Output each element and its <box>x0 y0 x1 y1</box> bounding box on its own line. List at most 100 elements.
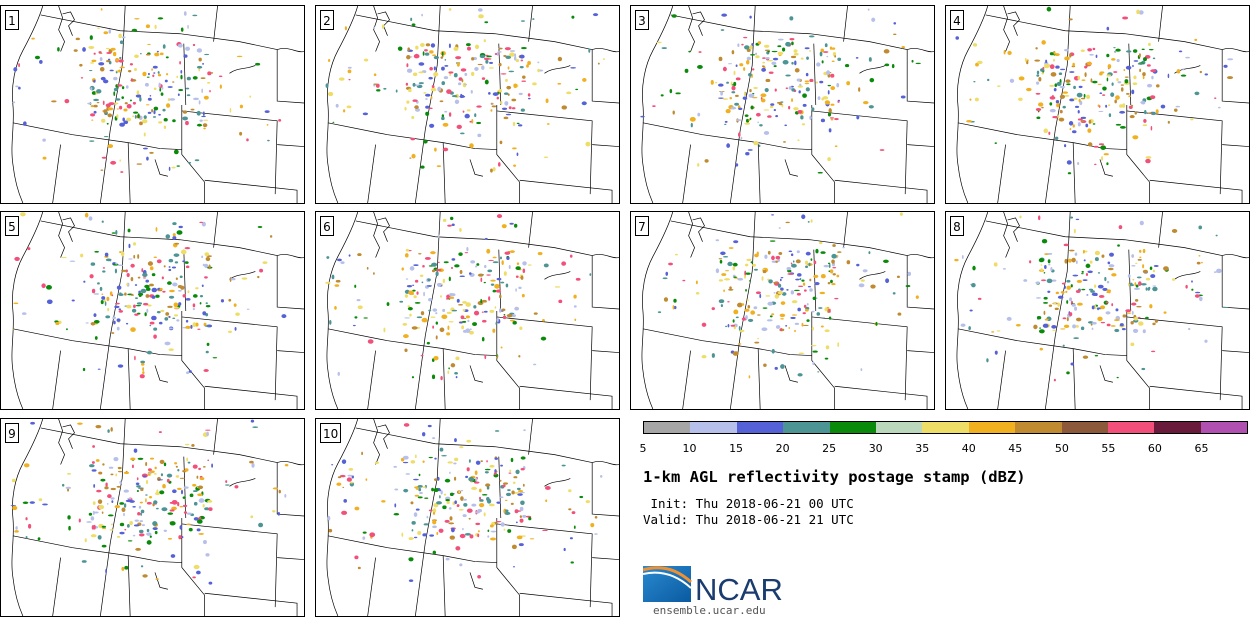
reflectivity-echo <box>1089 53 1094 56</box>
reflectivity-echo <box>1146 83 1153 88</box>
reflectivity-echo <box>142 475 147 478</box>
reflectivity-echo <box>404 294 408 298</box>
reflectivity-echo <box>830 86 836 91</box>
reflectivity-echo <box>78 518 81 523</box>
reflectivity-echo <box>867 8 870 11</box>
reflectivity-echo <box>470 260 476 264</box>
reflectivity-echo <box>804 260 809 265</box>
reflectivity-echo <box>178 535 182 540</box>
reflectivity-echo <box>239 104 244 109</box>
reflectivity-echo <box>790 316 796 320</box>
reflectivity-echo <box>483 39 486 43</box>
reflectivity-echo <box>207 81 211 84</box>
reflectivity-echo <box>459 533 466 539</box>
reflectivity-echo <box>500 73 507 75</box>
reflectivity-echo <box>1074 252 1078 256</box>
reflectivity-echo <box>1191 280 1193 283</box>
reflectivity-echo <box>775 325 781 329</box>
reflectivity-echo <box>805 72 809 77</box>
reflectivity-echo <box>337 371 340 376</box>
reflectivity-echo <box>786 267 792 271</box>
reflectivity-echo <box>1126 50 1132 53</box>
reflectivity-echo <box>437 261 440 264</box>
reflectivity-echo <box>788 327 791 330</box>
reflectivity-echo <box>1065 79 1071 83</box>
reflectivity-echo <box>508 264 511 270</box>
reflectivity-echo <box>482 319 487 323</box>
reflectivity-echo <box>418 473 421 477</box>
reflectivity-echo <box>1148 112 1153 114</box>
reflectivity-echo <box>420 165 425 169</box>
reflectivity-echo <box>462 514 467 518</box>
reflectivity-echo <box>1132 82 1138 85</box>
reflectivity-echo <box>203 127 206 130</box>
reflectivity-echo <box>1054 136 1059 140</box>
reflectivity-echo <box>791 263 797 268</box>
reflectivity-echo <box>512 481 516 484</box>
reflectivity-echo <box>1076 92 1083 98</box>
reflectivity-echo <box>419 491 423 495</box>
reflectivity-echo <box>1137 258 1142 261</box>
reflectivity-echo <box>1049 102 1053 106</box>
reflectivity-echo <box>822 96 829 100</box>
reflectivity-echo <box>1047 259 1051 264</box>
reflectivity-echo <box>178 302 182 306</box>
reflectivity-echo <box>204 276 208 279</box>
reflectivity-echo <box>796 78 801 82</box>
reflectivity-echo <box>186 76 191 81</box>
reflectivity-echo <box>1115 123 1122 126</box>
reflectivity-echo <box>38 498 43 502</box>
reflectivity-echo <box>153 87 157 91</box>
reflectivity-echo <box>468 517 471 520</box>
reflectivity-echo <box>1085 272 1089 276</box>
reflectivity-echo <box>147 261 153 266</box>
reflectivity-echo <box>515 275 519 278</box>
reflectivity-echo <box>673 305 677 310</box>
reflectivity-echo <box>1133 75 1137 80</box>
reflectivity-echo <box>105 103 111 108</box>
reflectivity-echo <box>738 326 741 331</box>
reflectivity-echo <box>507 66 510 70</box>
reflectivity-echo <box>157 73 162 77</box>
reflectivity-echo <box>520 20 526 22</box>
reflectivity-echo <box>1051 324 1057 329</box>
reflectivity-echo <box>205 304 211 308</box>
reflectivity-echo <box>469 534 474 539</box>
reflectivity-echo <box>1131 302 1137 306</box>
reflectivity-echo <box>1073 337 1080 340</box>
reflectivity-echo <box>1097 104 1100 107</box>
reflectivity-echo <box>505 113 512 116</box>
reflectivity-echo <box>93 313 97 318</box>
reflectivity-echo <box>115 262 118 265</box>
reflectivity-echo <box>1047 252 1053 255</box>
reflectivity-echo <box>136 489 139 492</box>
reflectivity-echo <box>490 168 493 173</box>
reflectivity-echo <box>834 55 837 58</box>
reflectivity-echo <box>177 93 180 96</box>
colorbar-segment <box>736 422 784 433</box>
reflectivity-echo <box>258 522 264 528</box>
reflectivity-echo <box>126 524 130 528</box>
reflectivity-echo <box>827 157 831 162</box>
reflectivity-echo <box>777 283 782 288</box>
reflectivity-echo <box>1198 255 1201 257</box>
init-time: Init: Thu 2018-06-21 00 UTC <box>643 496 854 511</box>
reflectivity-echo <box>90 534 97 538</box>
reflectivity-echo <box>801 322 804 327</box>
reflectivity-echo <box>810 219 813 223</box>
reflectivity-echo <box>516 535 523 540</box>
reflectivity-echo <box>701 355 707 359</box>
reflectivity-echo <box>740 136 743 140</box>
reflectivity-echo <box>20 212 26 217</box>
reflectivity-echo <box>711 307 715 311</box>
reflectivity-echo <box>57 47 60 52</box>
reflectivity-echo <box>1160 104 1166 109</box>
reflectivity-echo <box>1071 257 1076 263</box>
reflectivity-echo <box>416 316 423 319</box>
reflectivity-echo <box>1108 113 1112 118</box>
reflectivity-echo <box>186 512 192 515</box>
reflectivity-echo <box>198 516 202 520</box>
reflectivity-echo <box>718 258 723 260</box>
reflectivity-echo <box>752 263 756 267</box>
reflectivity-echo <box>151 315 157 321</box>
